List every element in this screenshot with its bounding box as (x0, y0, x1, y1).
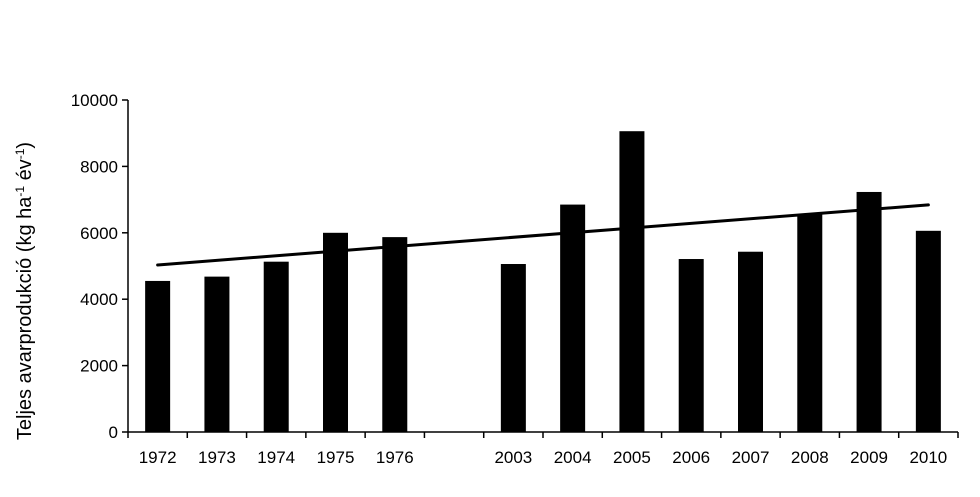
bar (856, 191, 882, 432)
trendline (156, 203, 930, 267)
x-tick-label: 1972 (139, 448, 177, 467)
y-axis-title-mid: év (14, 159, 36, 186)
bar (500, 264, 526, 432)
bar (560, 204, 586, 432)
x-tick-label: 2006 (672, 448, 710, 467)
x-tick-label: 1975 (317, 448, 355, 467)
bar (263, 261, 289, 432)
y-axis-title: Teljes avarprodukció (kg ha-1 év-1) (13, 142, 36, 440)
y-axis-title-exp2: -1 (13, 148, 27, 159)
bar (797, 214, 823, 432)
x-tick-label: 1976 (376, 448, 414, 467)
bar (323, 232, 348, 432)
bar (678, 259, 704, 432)
x-tick-label: 2008 (791, 448, 829, 467)
bar (915, 230, 941, 432)
x-tick-label: 2003 (494, 448, 532, 467)
x-tick-label: 2004 (554, 448, 592, 467)
y-axis-title-end: ) (14, 142, 36, 149)
x-axis: 1972 1973 1974 1975 1976 2003 2004 2005 2006 2007… (127, 431, 959, 467)
bar (382, 237, 408, 432)
x-tick-label: 1974 (257, 448, 295, 467)
x-tick-label: 2005 (613, 448, 651, 467)
bars (145, 131, 941, 432)
y-tick-label: 10000 (71, 91, 118, 110)
y-tick-label: 4000 (80, 290, 118, 309)
bar (619, 131, 645, 432)
bar (738, 251, 763, 432)
x-tick-label: 1973 (198, 448, 236, 467)
y-axis-title-main: Teljes avarprodukció (kg ha (14, 196, 36, 440)
x-tick-label: 2007 (732, 448, 770, 467)
bar (204, 276, 230, 432)
y-tick-label: 0 (109, 423, 118, 442)
y-axis: 0 2000 4000 6000 8000 10000 (71, 91, 129, 442)
y-tick-label: 8000 (80, 157, 118, 176)
y-tick-label: 6000 (80, 224, 118, 243)
bar (145, 280, 171, 432)
x-tick-label: 2010 (909, 448, 947, 467)
x-tick-label: 2009 (850, 448, 888, 467)
y-axis-title-exp1: -1 (13, 186, 27, 197)
y-tick-label: 2000 (80, 357, 118, 376)
